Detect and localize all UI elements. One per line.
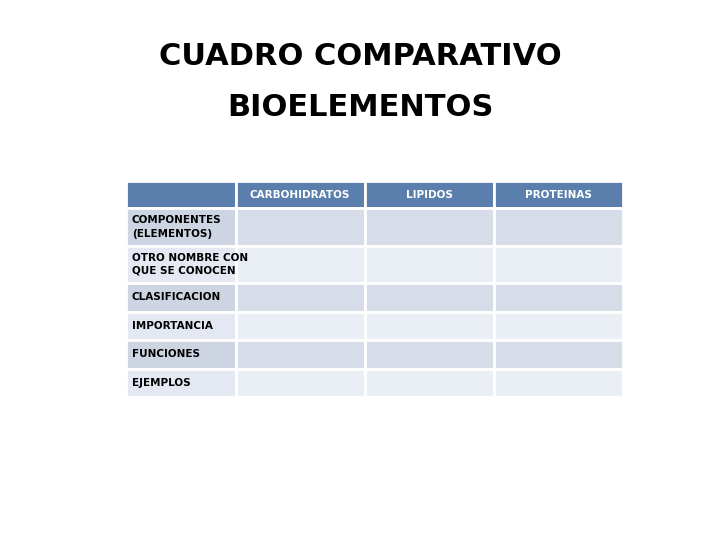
Text: COMPONENTES
(ELEMENTOS): COMPONENTES (ELEMENTOS) (132, 215, 222, 239)
Bar (126, 283, 235, 312)
Bar (235, 208, 364, 246)
Bar (494, 369, 623, 397)
Bar (364, 208, 494, 246)
Bar (364, 283, 494, 312)
Bar (494, 181, 623, 208)
Bar (364, 369, 494, 397)
Text: EJEMPLOS: EJEMPLOS (132, 378, 191, 388)
Bar (126, 369, 235, 397)
Bar (126, 181, 235, 208)
Text: CARBOHIDRATOS: CARBOHIDRATOS (250, 190, 350, 200)
Bar (235, 246, 364, 283)
Text: IMPORTANCIA: IMPORTANCIA (132, 321, 212, 331)
Text: PROTEINAS: PROTEINAS (525, 190, 592, 200)
Bar (235, 369, 364, 397)
Bar (235, 181, 364, 208)
Bar (235, 283, 364, 312)
Bar (126, 340, 235, 369)
Bar (494, 283, 623, 312)
Text: LIPIDOS: LIPIDOS (406, 190, 453, 200)
Bar (364, 312, 494, 340)
Bar (235, 340, 364, 369)
Bar (494, 208, 623, 246)
Bar (364, 340, 494, 369)
Bar (126, 312, 235, 340)
Bar (235, 312, 364, 340)
Text: CUADRO COMPARATIVO: CUADRO COMPARATIVO (158, 42, 562, 71)
Text: OTRO NOMBRE CON
QUE SE CONOCEN: OTRO NOMBRE CON QUE SE CONOCEN (132, 253, 248, 276)
Bar (126, 246, 235, 283)
Bar (364, 181, 494, 208)
Bar (494, 340, 623, 369)
Text: BIOELEMENTOS: BIOELEMENTOS (227, 93, 493, 123)
Bar (494, 312, 623, 340)
Bar (364, 246, 494, 283)
Text: CLASIFICACION: CLASIFICACION (132, 292, 221, 302)
Bar (494, 246, 623, 283)
Bar (126, 208, 235, 246)
Text: FUNCIONES: FUNCIONES (132, 349, 200, 360)
